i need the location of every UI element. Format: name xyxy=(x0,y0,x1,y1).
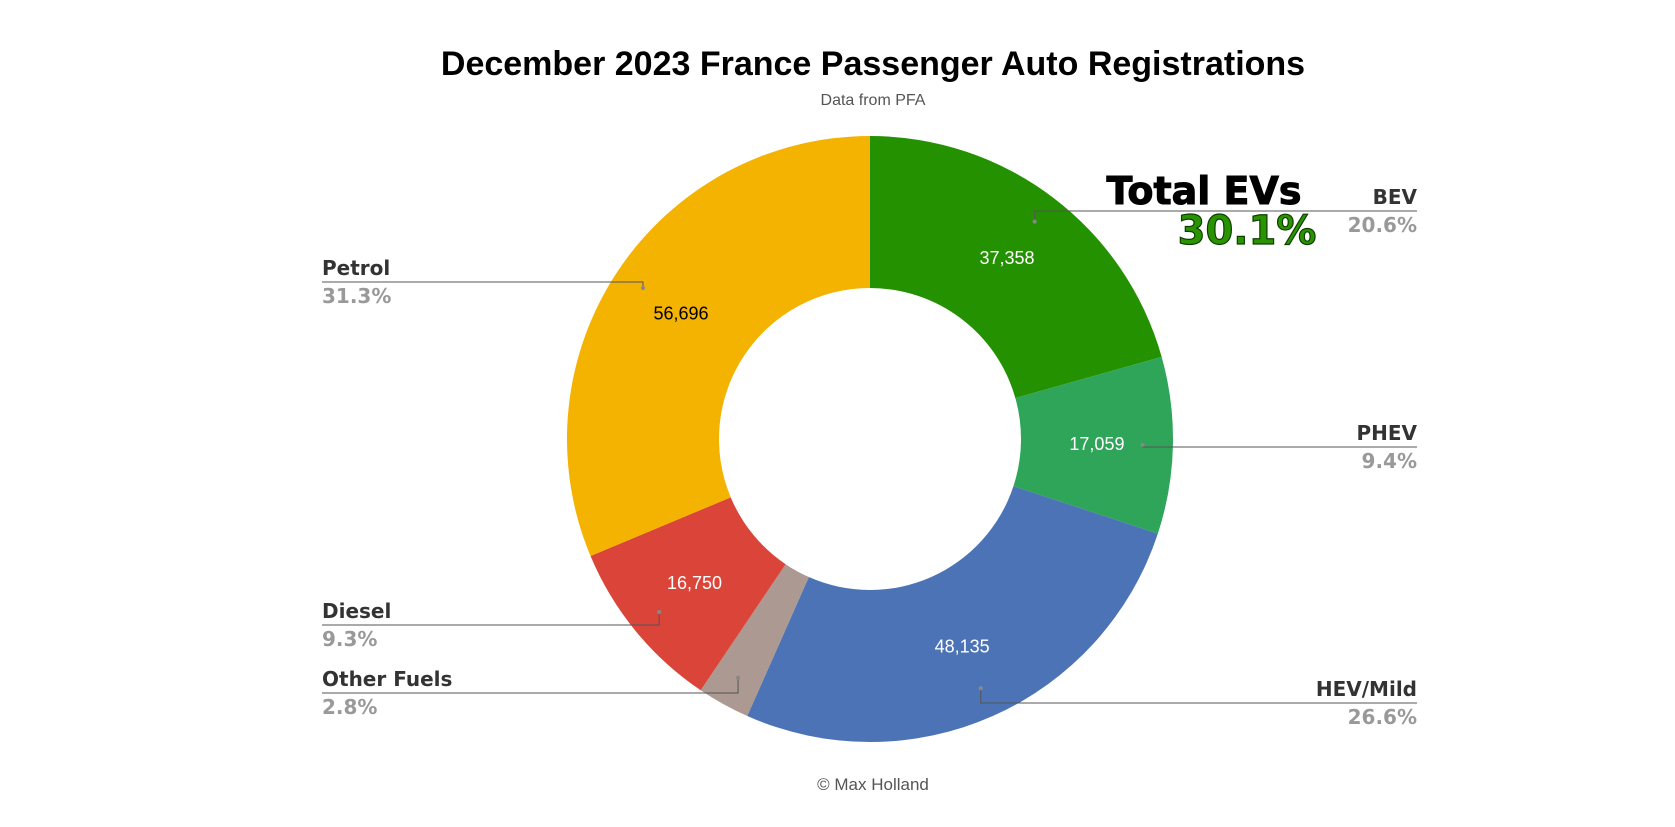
callout-value: 30.1% xyxy=(1178,208,1317,254)
chart-title: December 2023 France Passenger Auto Regi… xyxy=(441,45,1305,83)
legend-label-phev: PHEV xyxy=(1356,421,1417,445)
slice-value-bev: 37,358 xyxy=(980,248,1035,268)
legend-label-other-fuels: Other Fuels xyxy=(322,667,452,691)
slice-diesel xyxy=(590,497,786,691)
legend-label-petrol: Petrol xyxy=(322,256,390,280)
leader-dot-other-fuels xyxy=(736,675,741,680)
legend-percent-diesel: 9.3% xyxy=(322,627,377,651)
leader-line-hev-mild xyxy=(980,688,1417,704)
legend-percent-petrol: 31.3% xyxy=(322,284,391,308)
slice-petrol xyxy=(567,136,870,557)
slice-value-hev-mild: 48,135 xyxy=(935,636,990,656)
legend-percent-other-fuels: 2.8% xyxy=(322,695,377,719)
legend-percent-bev: 20.6% xyxy=(1348,213,1417,237)
chart-footer: © Max Holland xyxy=(817,775,929,794)
legend-percent-phev: 9.4% xyxy=(1362,449,1417,473)
slice-value-diesel: 16,750 xyxy=(667,573,722,593)
callout-title: Total EVs xyxy=(1106,169,1301,213)
chart-subtitle: Data from PFA xyxy=(821,92,926,109)
legend-label-diesel: Diesel xyxy=(322,599,391,623)
legend-label-bev: BEV xyxy=(1373,185,1418,209)
leader-dot-diesel xyxy=(657,609,662,614)
leader-dot-bev xyxy=(1032,219,1037,224)
leader-dot-phev xyxy=(1140,442,1145,447)
slice-bev xyxy=(870,136,1162,399)
slice-value-petrol: 56,696 xyxy=(653,303,708,323)
slice-value-phev: 17,059 xyxy=(1069,434,1124,454)
slice-phev xyxy=(1013,356,1173,534)
leader-dot-petrol xyxy=(640,285,645,290)
slice-values-group: 37,358 17,059 48,135 16,750 56,696 xyxy=(653,248,1124,656)
slice-other-fuels xyxy=(700,564,809,717)
leader-lines-group xyxy=(322,210,1417,704)
legend-labels-group: BEV 20.6% PHEV 9.4% HEV/Mild 26.6% Other Fuels… xyxy=(322,185,1418,729)
legend-label-hev-mild: HEV/Mild xyxy=(1316,677,1417,701)
slices-group xyxy=(567,136,1173,742)
legend-percent-hev-mild: 26.6% xyxy=(1348,705,1417,729)
leader-line-diesel xyxy=(322,611,660,626)
leader-line-phev xyxy=(1142,444,1417,448)
leader-line-bev xyxy=(1034,210,1417,222)
leader-dot-hev-mild xyxy=(978,686,983,691)
slice-hev-mild xyxy=(747,486,1158,742)
leader-line-other-fuels xyxy=(322,677,739,694)
